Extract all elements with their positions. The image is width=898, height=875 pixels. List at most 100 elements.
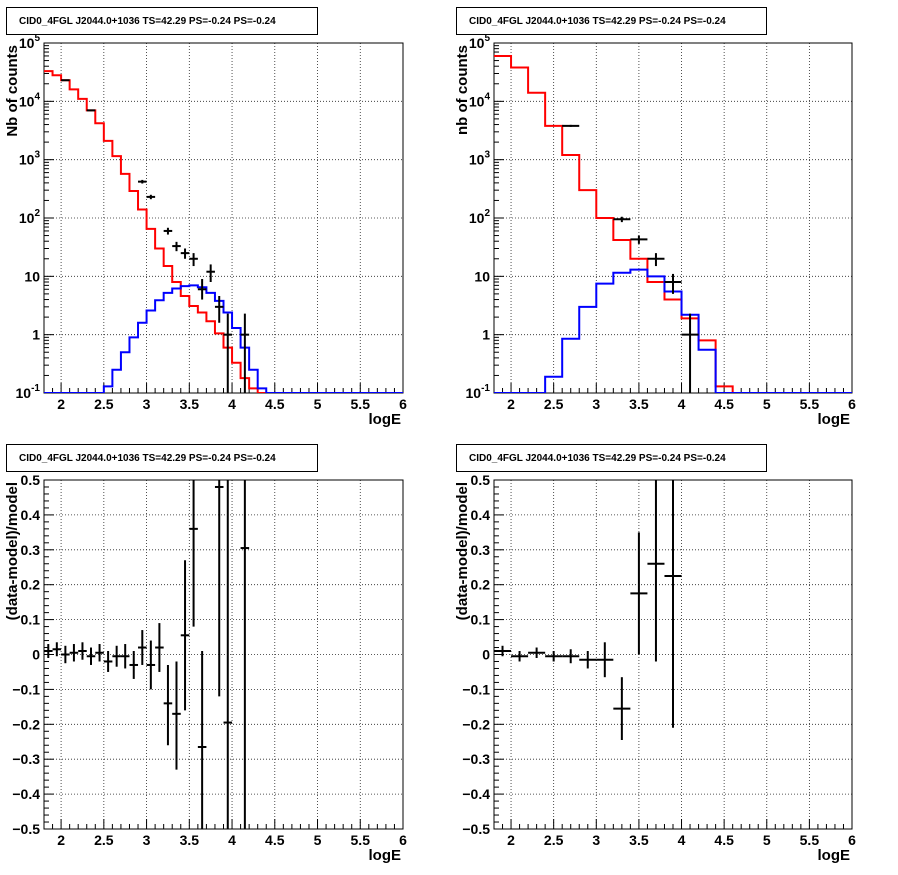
x-tick-label: 5.5	[351, 396, 371, 412]
title-box	[456, 444, 767, 472]
data-point	[189, 253, 198, 267]
x-tick-label: 4.5	[714, 832, 734, 848]
data-point	[86, 647, 96, 665]
data-point	[52, 642, 62, 657]
y-tick-label: 0.3	[21, 542, 41, 558]
data-point	[664, 480, 682, 728]
x-tick-label: 3.5	[180, 396, 200, 412]
source-model-histogram	[494, 268, 852, 393]
x-tick-label: 3	[143, 396, 151, 412]
y-tick-base: 10	[19, 210, 35, 226]
y-tick-label: −0.2	[12, 716, 40, 732]
x-tick-label: 2	[57, 396, 65, 412]
plot-frame	[493, 42, 853, 394]
data-point	[172, 661, 181, 770]
data-point	[95, 644, 104, 662]
data-point	[214, 480, 224, 697]
data-point	[129, 651, 139, 679]
y-tick-label: 103	[469, 150, 491, 168]
y-axis-label: Nb of counts	[4, 45, 21, 137]
data-point	[163, 227, 173, 235]
data-point	[138, 630, 147, 665]
data-point	[86, 109, 96, 112]
y-axis-ticks	[44, 45, 54, 394]
y-tick-label: 10	[474, 268, 490, 284]
x-axis-ticks	[43, 383, 404, 393]
data-point	[146, 194, 156, 200]
data-point	[120, 644, 130, 669]
y-tick-label: 10-1	[16, 383, 41, 401]
y-tick-exponent: 5	[34, 33, 40, 44]
panel-title: CID0_4FGL J2044.0+1036 TS=42.29 PS=-0.24…	[469, 16, 726, 27]
panel-p2: CID0_4FGL J2044.0+1036 TS=42.29 PS=-0.24…	[454, 7, 856, 428]
y-tick-base: 10	[469, 152, 485, 168]
x-axis-ticks	[43, 819, 404, 829]
y-tick-label: 104	[19, 91, 41, 109]
y-tick-label: 0	[32, 647, 40, 663]
title-box	[6, 7, 318, 35]
y-tick-base: 10	[19, 152, 35, 168]
y-tick-label: −0.5	[462, 821, 490, 837]
y-tick-label: 105	[19, 33, 41, 51]
data-point	[61, 79, 70, 82]
y-axis-ticks	[44, 479, 54, 830]
y-axis-ticks	[494, 479, 504, 830]
source-model-histogram	[44, 284, 403, 393]
data-points	[562, 124, 699, 393]
data-points	[44, 480, 250, 829]
data-point	[103, 651, 113, 672]
y-tick-exponent: -1	[481, 383, 490, 394]
y-tick-label: 0.5	[471, 472, 491, 488]
data-point	[511, 651, 529, 662]
x-tick-label: 5.5	[800, 396, 820, 412]
x-axis-ticks	[493, 819, 853, 829]
data-point	[172, 241, 181, 252]
x-tick-label: 3	[592, 396, 600, 412]
data-point	[180, 560, 190, 711]
y-tick-exponent: 3	[34, 150, 40, 161]
grid	[44, 480, 403, 829]
x-tick-label: 4	[228, 396, 236, 412]
y-tick-label: 0.4	[21, 507, 41, 523]
data-point	[223, 480, 233, 829]
x-axis-label: logE	[369, 411, 402, 428]
panel-p4: CID0_4FGL J2044.0+1036 TS=42.29 PS=-0.24…	[454, 444, 856, 864]
y-tick-label: −0.5	[12, 821, 40, 837]
y-tick-label: 10-1	[466, 383, 491, 401]
panel-title: CID0_4FGL J2044.0+1036 TS=42.29 PS=-0.24…	[19, 453, 276, 464]
y-tick-label: 102	[469, 208, 491, 226]
total-model-histogram	[44, 70, 403, 393]
x-tick-label: 5	[314, 832, 322, 848]
y-axis-ticks	[494, 45, 504, 394]
x-axis-label: logE	[818, 847, 851, 864]
x-axis-label: logE	[369, 847, 402, 864]
y-tick-exponent: 3	[484, 150, 490, 161]
data-point	[44, 644, 53, 658]
x-tick-label: 2.5	[544, 396, 564, 412]
y-tick-base: 10	[469, 210, 485, 226]
x-tick-label: 5	[763, 396, 771, 412]
y-tick-exponent: 2	[484, 208, 490, 219]
y-tick-label: −0.1	[462, 681, 490, 697]
x-tick-label: 6	[399, 832, 407, 848]
x-tick-label: 4.5	[265, 832, 285, 848]
total-model-histogram	[494, 54, 852, 393]
data-points	[494, 480, 682, 741]
x-tick-label: 4.5	[714, 396, 734, 412]
data-point	[223, 313, 233, 393]
data-point	[664, 273, 682, 294]
grid	[494, 43, 852, 393]
plot-area	[44, 70, 403, 393]
x-tick-label: 4	[228, 832, 236, 848]
panel-p1: CID0_4FGL J2044.0+1036 TS=42.29 PS=-0.24…	[4, 7, 407, 428]
x-tick-label: 4	[678, 832, 686, 848]
panel-p3: CID0_4FGL J2044.0+1036 TS=42.29 PS=-0.24…	[4, 444, 407, 864]
x-tick-label: 6	[848, 396, 856, 412]
panel-title: CID0_4FGL J2044.0+1036 TS=42.29 PS=-0.24…	[19, 16, 276, 27]
x-tick-label: 2.5	[544, 832, 564, 848]
y-tick-label: 1	[482, 327, 490, 343]
data-point	[545, 651, 563, 662]
y-tick-label: 0	[482, 647, 490, 663]
data-point	[494, 645, 512, 657]
data-point	[206, 264, 215, 282]
